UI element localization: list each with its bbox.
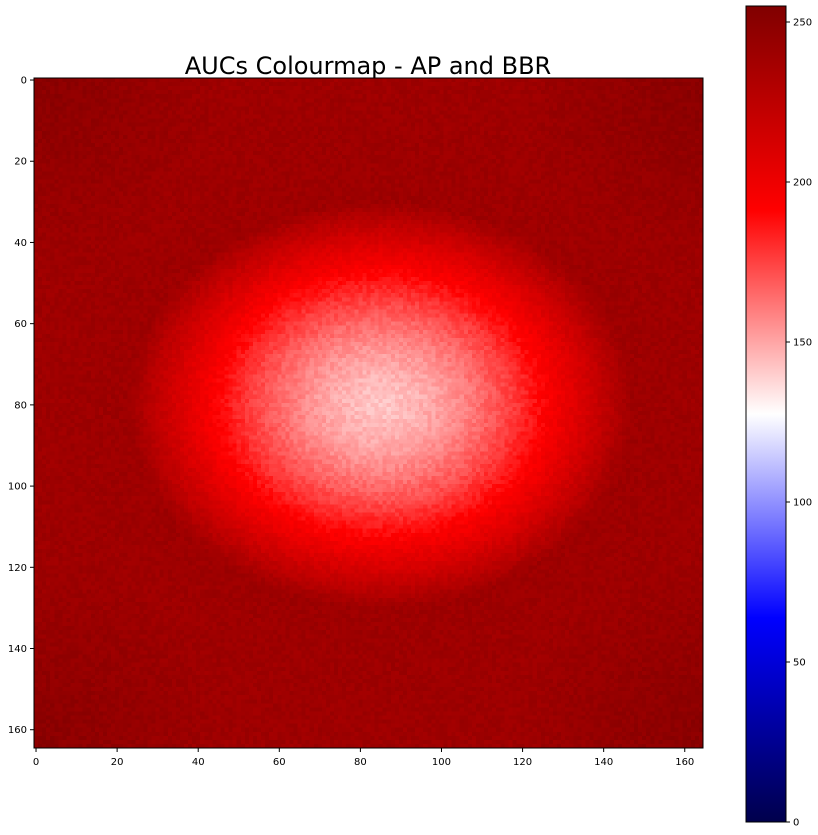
x-tick-label: 0 bbox=[33, 757, 39, 768]
colorbar-axis: 0 50 100 150 200 250 bbox=[786, 18, 812, 829]
colorbar: 0 50 100 150 200 250 bbox=[745, 5, 812, 829]
x-tick-label: 20 bbox=[111, 757, 124, 768]
x-tick-label: 160 bbox=[675, 757, 694, 768]
x-tick-label: 80 bbox=[354, 757, 367, 768]
x-axis: 0 20 40 60 80 100 120 140 160 bbox=[33, 748, 694, 768]
heatmap-plot-area bbox=[33, 77, 704, 749]
y-tick-label: 160 bbox=[8, 725, 27, 736]
y-tick-label: 20 bbox=[14, 157, 27, 168]
x-tick-label: 140 bbox=[594, 757, 613, 768]
y-tick-label: 120 bbox=[8, 563, 27, 574]
chart-title: AUCs Colourmap - AP and BBR bbox=[185, 52, 551, 80]
x-tick-label: 100 bbox=[432, 757, 451, 768]
x-tick-label: 40 bbox=[192, 757, 205, 768]
colorbar-tick-label: 200 bbox=[793, 178, 812, 189]
y-axis: 0 20 40 60 80 100 120 140 160 bbox=[8, 76, 34, 736]
colorbar-tick-label: 50 bbox=[793, 658, 806, 669]
colorbar-tick-label: 150 bbox=[793, 338, 812, 349]
colorbar-tick-label: 0 bbox=[793, 818, 799, 829]
y-tick-label: 40 bbox=[14, 238, 27, 249]
x-tick-label: 60 bbox=[273, 757, 286, 768]
y-tick-label: 100 bbox=[8, 482, 27, 493]
heatmap-image bbox=[34, 78, 703, 748]
y-tick-label: 0 bbox=[21, 76, 27, 87]
y-tick-label: 140 bbox=[8, 644, 27, 655]
y-tick-label: 60 bbox=[14, 319, 27, 330]
colorbar-tick-label: 250 bbox=[793, 18, 812, 29]
plot-frame bbox=[33, 77, 704, 749]
colorbar-gradient bbox=[745, 5, 787, 823]
y-tick-label: 80 bbox=[14, 400, 27, 411]
x-tick-label: 120 bbox=[513, 757, 532, 768]
colorbar-tick-label: 100 bbox=[793, 498, 812, 509]
